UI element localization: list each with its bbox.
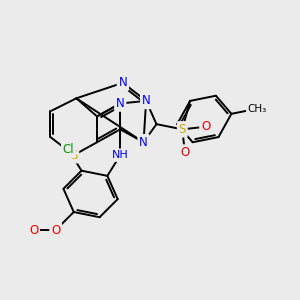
Text: CH₃: CH₃ (248, 103, 267, 114)
Text: NH: NH (112, 150, 129, 160)
Text: N: N (116, 97, 125, 110)
Text: N: N (118, 76, 127, 89)
Text: O: O (51, 224, 60, 237)
Text: N: N (139, 136, 148, 149)
Text: S: S (178, 123, 186, 136)
Text: O: O (201, 120, 210, 133)
Text: S: S (70, 149, 77, 162)
Text: N: N (142, 94, 151, 107)
Text: Cl: Cl (63, 143, 74, 157)
Text: O: O (29, 224, 38, 237)
Text: O: O (180, 146, 190, 159)
